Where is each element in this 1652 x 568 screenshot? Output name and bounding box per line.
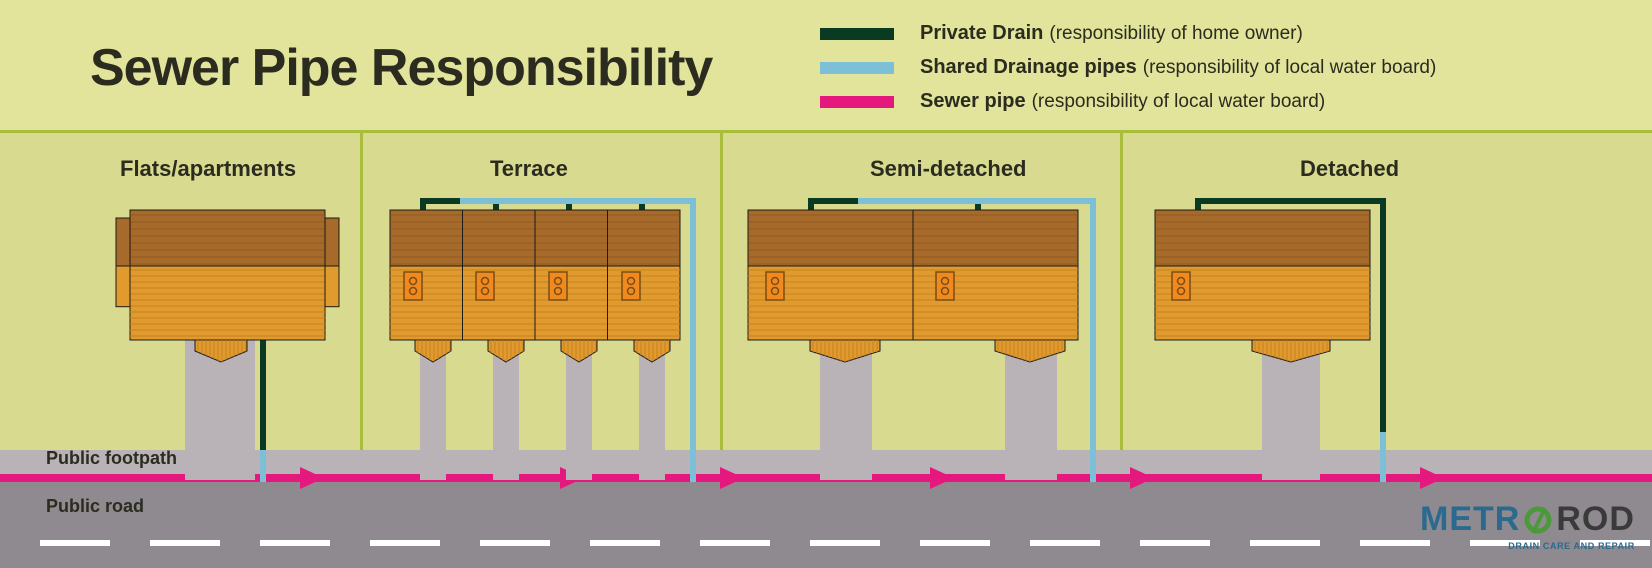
brand-logo-main: METR ROD (1420, 500, 1635, 539)
brand-logo: METR ROD DRAIN CARE AND REPAIR (1420, 500, 1635, 551)
road-label: Public road (46, 496, 144, 517)
footpath-label: Public footpath (46, 448, 177, 469)
logo-text-metr: METR (1420, 500, 1520, 539)
logo-o-icon (1523, 505, 1553, 535)
logo-text-rod: ROD (1556, 500, 1635, 539)
diagram-svg (0, 0, 1652, 568)
brand-logo-sub: DRAIN CARE AND REPAIR (1420, 541, 1635, 551)
